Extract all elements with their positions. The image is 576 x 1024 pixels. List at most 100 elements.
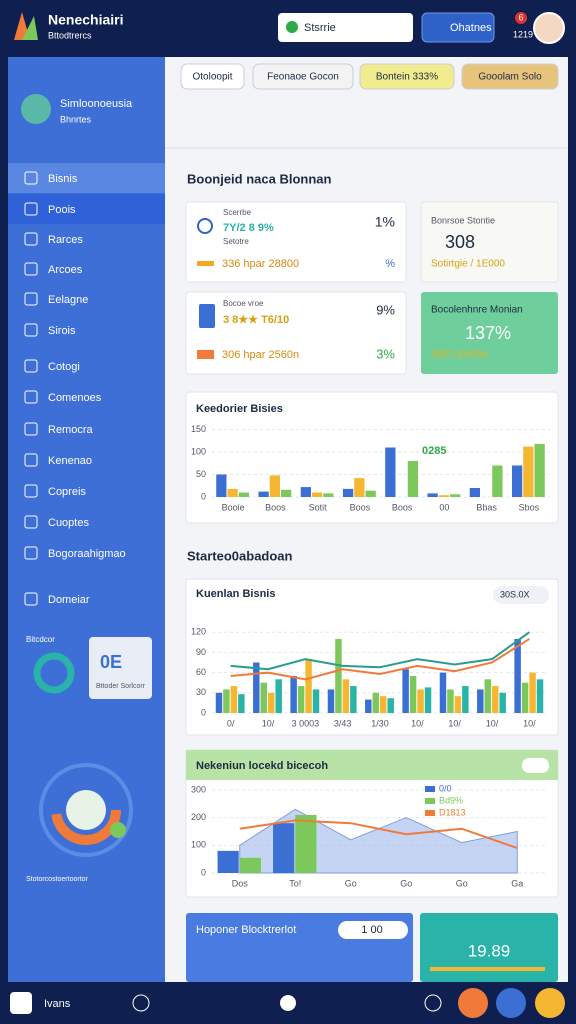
- ring: [51, 775, 121, 845]
- nav-item[interactable]: Sirois: [48, 325, 76, 337]
- nav-item[interactable]: Kenenao: [48, 455, 92, 467]
- apps-icon[interactable]: [424, 994, 442, 1012]
- badge[interactable]: [493, 586, 549, 604]
- nav: Bisnis Poois Rarces Arcoes Eelagne Sirois Coto…: [8, 163, 165, 606]
- action[interactable]: [458, 988, 488, 1018]
- chart-badge: 30S.0X: [500, 589, 530, 599]
- app-title: Nenechiairi: [48, 12, 123, 28]
- nav-icon: [24, 390, 38, 404]
- legend-swatch: [425, 798, 435, 804]
- card-bar: [197, 261, 214, 266]
- nav-item[interactable]: Cuoptes: [48, 517, 89, 529]
- footer-label: Ivans: [44, 998, 71, 1010]
- progress: [430, 967, 545, 971]
- y-tick-label: 300: [191, 784, 206, 794]
- chip[interactable]: [359, 63, 455, 90]
- toolbar: Otoloopit Feonaoe Gocon Bontein 333% Gooola…: [180, 63, 559, 90]
- avatar[interactable]: [533, 12, 565, 44]
- bar: [311, 492, 323, 497]
- bar: [521, 682, 529, 713]
- chip-label: Bontein 333%: [376, 72, 438, 83]
- x-tick-label: 0/: [227, 718, 235, 728]
- bar: [312, 689, 320, 713]
- nav-item[interactable]: Remocra: [48, 424, 94, 436]
- x-tick-label: Go: [400, 878, 412, 888]
- chip[interactable]: [180, 63, 245, 90]
- chart-title: Nekeniun locekd bicecoh: [196, 760, 328, 772]
- bar: [469, 488, 480, 497]
- dropdown-label: Stsrrie: [304, 22, 336, 34]
- card-right: %: [385, 258, 395, 270]
- nav-icon: [24, 515, 38, 529]
- bar: [409, 675, 417, 713]
- chip[interactable]: [461, 63, 559, 90]
- bar: [365, 699, 372, 713]
- nav-icon: [24, 422, 38, 436]
- x-tick-label: 10/: [486, 718, 499, 728]
- widget-caption: Bttoder Sorlcorr: [96, 683, 146, 690]
- action[interactable]: [535, 988, 565, 1018]
- card-label: Scerrbe: [223, 208, 252, 217]
- card: [185, 201, 407, 283]
- x-tick-label: 10/: [262, 718, 275, 728]
- nav-item[interactable]: Domeiar: [48, 594, 90, 606]
- x-tick-label: Bbas: [476, 502, 497, 512]
- line: [239, 819, 518, 850]
- x-tick-label: Boos: [350, 502, 371, 512]
- nav-item[interactable]: Cotogi: [48, 361, 80, 373]
- bottom-card-title: Hoponer Blocktrerlot: [196, 924, 296, 936]
- bar: [297, 686, 305, 713]
- chart-header: [186, 750, 558, 780]
- app-subtitle: Bttodtrercs: [48, 30, 92, 40]
- nav-item[interactable]: Rarces: [48, 234, 83, 246]
- x-tick-label: Go: [456, 878, 468, 888]
- bottom-card-value: 1 00: [361, 924, 382, 936]
- card-value: 308: [445, 232, 475, 252]
- nav-selected[interactable]: [8, 194, 165, 224]
- button[interactable]: [421, 12, 495, 43]
- bar: [223, 689, 230, 713]
- bar: [462, 686, 469, 713]
- bar: [417, 689, 424, 713]
- nav-item[interactable]: Eelagne: [48, 294, 88, 306]
- bar: [492, 465, 503, 497]
- x-tick-label: Boos: [265, 502, 286, 512]
- button-label: Ohatnes: [450, 22, 492, 34]
- card: [420, 201, 559, 283]
- action[interactable]: [496, 988, 526, 1018]
- toggle[interactable]: [522, 758, 549, 773]
- nav-item[interactable]: Bogoraahigmao: [48, 548, 126, 560]
- nav-item[interactable]: Copreis: [48, 486, 86, 498]
- ring-caption: Stotorcostoertoortor: [26, 876, 89, 883]
- card-right: 1%: [375, 214, 395, 230]
- nav-icon: [24, 323, 38, 337]
- bar: [427, 493, 438, 497]
- y-tick-label: 0: [201, 867, 206, 877]
- info-icon[interactable]: [132, 994, 150, 1012]
- nav-item[interactable]: Arcoes: [48, 264, 83, 276]
- nav-icon: [24, 262, 38, 276]
- chip[interactable]: [252, 63, 354, 90]
- app-icon[interactable]: [10, 992, 32, 1014]
- bar: [534, 443, 545, 497]
- card-bar: [197, 350, 214, 359]
- home-icon[interactable]: [280, 995, 296, 1011]
- dropdown[interactable]: [278, 13, 413, 42]
- card-right: 9%: [376, 302, 395, 317]
- bar: [238, 492, 250, 497]
- bar: [439, 672, 447, 713]
- card-value: 137%: [465, 323, 511, 343]
- card-label: Bocoe vroe: [223, 299, 264, 308]
- ring-center: [66, 790, 106, 830]
- bar: [342, 488, 354, 497]
- chip-label: Feonaoe Gocon: [267, 72, 339, 83]
- card-value: 7Y/2 8 9%: [223, 222, 274, 234]
- nav-item[interactable]: Comenoes: [48, 392, 102, 404]
- nav-icon: [24, 202, 38, 216]
- section-title: Boonjeid naca Blonnan: [187, 171, 332, 186]
- card-icon: [199, 304, 215, 328]
- nav-item[interactable]: Poois: [48, 204, 76, 216]
- nav-item[interactable]: Bisnis: [48, 173, 78, 185]
- x-tick-label: 10/: [523, 718, 536, 728]
